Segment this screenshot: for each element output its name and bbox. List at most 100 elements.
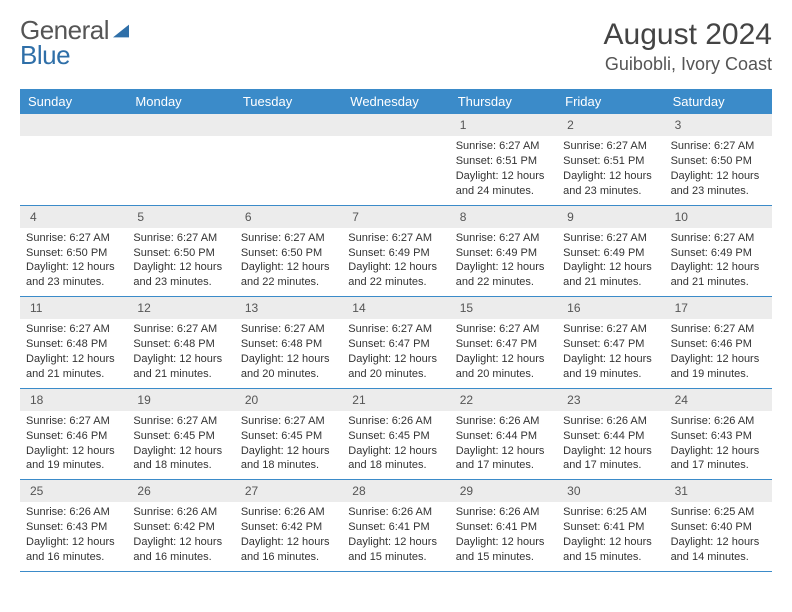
daylight-text: and 23 minutes. bbox=[563, 184, 658, 199]
location: Guibobli, Ivory Coast bbox=[604, 54, 772, 75]
day-number-row bbox=[342, 114, 449, 136]
sunset-text: Sunset: 6:41 PM bbox=[348, 520, 443, 535]
daylight-text: and 22 minutes. bbox=[456, 275, 551, 290]
title-block: August 2024 Guibobli, Ivory Coast bbox=[604, 18, 772, 75]
daylight-text: and 15 minutes. bbox=[563, 550, 658, 565]
sunrise-text: Sunrise: 6:27 AM bbox=[133, 231, 228, 246]
day-number-row: 9 bbox=[557, 206, 664, 228]
daylight-text: and 24 minutes. bbox=[456, 184, 551, 199]
daylight-text: Daylight: 12 hours bbox=[671, 535, 766, 550]
day-number-row: 12 bbox=[127, 297, 234, 319]
day-number-row: 11 bbox=[20, 297, 127, 319]
day-label: Sunday bbox=[20, 89, 127, 114]
day-cell: 16Sunrise: 6:27 AMSunset: 6:47 PMDayligh… bbox=[557, 297, 664, 388]
sunrise-text: Sunrise: 6:27 AM bbox=[563, 231, 658, 246]
daylight-text: Daylight: 12 hours bbox=[133, 260, 228, 275]
daylight-text: Daylight: 12 hours bbox=[563, 444, 658, 459]
sunrise-text: Sunrise: 6:27 AM bbox=[671, 231, 766, 246]
day-number: 14 bbox=[344, 301, 365, 315]
day-number: 28 bbox=[344, 484, 365, 498]
sunset-text: Sunset: 6:50 PM bbox=[671, 154, 766, 169]
day-number-row: 22 bbox=[450, 389, 557, 411]
sunset-text: Sunset: 6:51 PM bbox=[563, 154, 658, 169]
day-number: 26 bbox=[129, 484, 150, 498]
day-number: 21 bbox=[344, 393, 365, 407]
day-label: Monday bbox=[127, 89, 234, 114]
day-label: Thursday bbox=[450, 89, 557, 114]
day-number: 9 bbox=[559, 210, 574, 224]
daylight-text: and 15 minutes. bbox=[348, 550, 443, 565]
daylight-text: and 23 minutes. bbox=[133, 275, 228, 290]
daylight-text: and 15 minutes. bbox=[456, 550, 551, 565]
daylight-text: Daylight: 12 hours bbox=[26, 352, 121, 367]
daylight-text: and 17 minutes. bbox=[563, 458, 658, 473]
sunset-text: Sunset: 6:40 PM bbox=[671, 520, 766, 535]
day-number-row: 4 bbox=[20, 206, 127, 228]
day-number-row: 6 bbox=[235, 206, 342, 228]
daylight-text: Daylight: 12 hours bbox=[133, 352, 228, 367]
day-number: 24 bbox=[667, 393, 688, 407]
sunrise-text: Sunrise: 6:27 AM bbox=[563, 322, 658, 337]
day-number-row: 21 bbox=[342, 389, 449, 411]
sunset-text: Sunset: 6:41 PM bbox=[456, 520, 551, 535]
sunset-text: Sunset: 6:45 PM bbox=[348, 429, 443, 444]
day-cell: 14Sunrise: 6:27 AMSunset: 6:47 PMDayligh… bbox=[342, 297, 449, 388]
day-cell: 13Sunrise: 6:27 AMSunset: 6:48 PMDayligh… bbox=[235, 297, 342, 388]
day-number-row: 25 bbox=[20, 480, 127, 502]
daylight-text: and 14 minutes. bbox=[671, 550, 766, 565]
daylight-text: and 17 minutes. bbox=[671, 458, 766, 473]
sunrise-text: Sunrise: 6:25 AM bbox=[563, 505, 658, 520]
daylight-text: Daylight: 12 hours bbox=[563, 352, 658, 367]
sunrise-text: Sunrise: 6:27 AM bbox=[241, 322, 336, 337]
sunrise-text: Sunrise: 6:27 AM bbox=[26, 231, 121, 246]
day-number: 16 bbox=[559, 301, 580, 315]
week-row: 25Sunrise: 6:26 AMSunset: 6:43 PMDayligh… bbox=[20, 480, 772, 572]
day-cell bbox=[127, 114, 234, 205]
day-number: 22 bbox=[452, 393, 473, 407]
daylight-text: Daylight: 12 hours bbox=[26, 444, 121, 459]
sunrise-text: Sunrise: 6:26 AM bbox=[348, 505, 443, 520]
day-number: 30 bbox=[559, 484, 580, 498]
week-row: 4 Sunrise: 6:27 AM Sunset: 6:50 PM Daylight… bbox=[20, 206, 772, 298]
day-number: 4 bbox=[22, 210, 37, 224]
sunset-text: Sunset: 6:42 PM bbox=[241, 520, 336, 535]
daylight-text: and 20 minutes. bbox=[348, 367, 443, 382]
brand-part2: Blue bbox=[20, 40, 70, 70]
sunset-text: Sunset: 6:44 PM bbox=[456, 429, 551, 444]
day-number-row: 23 bbox=[557, 389, 664, 411]
day-number-row: 17 bbox=[665, 297, 772, 319]
daylight-text: Daylight: 12 hours bbox=[456, 444, 551, 459]
day-number bbox=[129, 118, 140, 132]
day-cell: 8Sunrise: 6:27 AMSunset: 6:49 PMDaylight… bbox=[450, 206, 557, 297]
day-cell bbox=[20, 114, 127, 205]
daylight-text: and 21 minutes. bbox=[563, 275, 658, 290]
daylight-text: Daylight: 12 hours bbox=[26, 535, 121, 550]
day-number-row: 30 bbox=[557, 480, 664, 502]
day-cell: 9Sunrise: 6:27 AMSunset: 6:49 PMDaylight… bbox=[557, 206, 664, 297]
day-number-row: 8 bbox=[450, 206, 557, 228]
day-number-row bbox=[235, 114, 342, 136]
day-number-row: 18 bbox=[20, 389, 127, 411]
week-row: 1Sunrise: 6:27 AMSunset: 6:51 PMDaylight… bbox=[20, 114, 772, 206]
day-number: 5 bbox=[129, 210, 144, 224]
daylight-text: Daylight: 12 hours bbox=[671, 352, 766, 367]
day-label: Tuesday bbox=[235, 89, 342, 114]
day-cell: 30Sunrise: 6:25 AMSunset: 6:41 PMDayligh… bbox=[557, 480, 664, 571]
daylight-text: Daylight: 12 hours bbox=[26, 260, 121, 275]
daylight-text: and 21 minutes. bbox=[671, 275, 766, 290]
sunset-text: Sunset: 6:49 PM bbox=[671, 246, 766, 261]
month-title: August 2024 bbox=[604, 18, 772, 52]
day-number-row: 16 bbox=[557, 297, 664, 319]
daylight-text: Daylight: 12 hours bbox=[348, 444, 443, 459]
daylight-text: and 22 minutes. bbox=[348, 275, 443, 290]
sunrise-text: Sunrise: 6:27 AM bbox=[133, 414, 228, 429]
daylight-text: and 21 minutes. bbox=[26, 367, 121, 382]
day-label: Friday bbox=[557, 89, 664, 114]
day-cell: 23Sunrise: 6:26 AMSunset: 6:44 PMDayligh… bbox=[557, 389, 664, 480]
daylight-text: Daylight: 12 hours bbox=[456, 535, 551, 550]
day-cell: 6Sunrise: 6:27 AMSunset: 6:50 PMDaylight… bbox=[235, 206, 342, 297]
daylight-text: and 23 minutes. bbox=[671, 184, 766, 199]
sunset-text: Sunset: 6:50 PM bbox=[241, 246, 336, 261]
sunrise-text: Sunrise: 6:27 AM bbox=[133, 322, 228, 337]
week-row: 11Sunrise: 6:27 AMSunset: 6:48 PMDayligh… bbox=[20, 297, 772, 389]
